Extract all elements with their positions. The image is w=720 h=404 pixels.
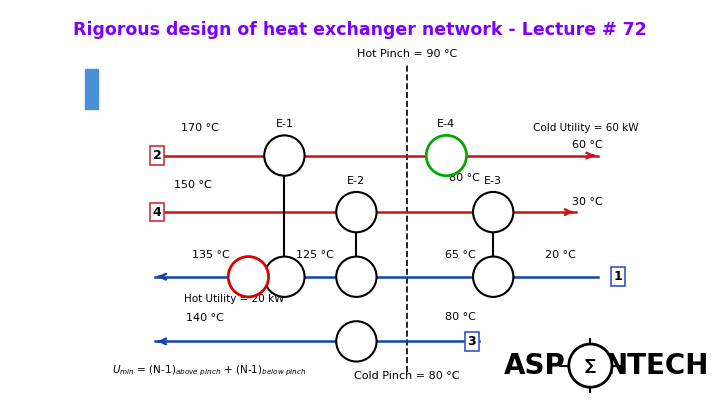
- Text: 3: 3: [467, 335, 476, 348]
- Ellipse shape: [228, 257, 269, 297]
- Text: 135 °C: 135 °C: [192, 250, 230, 259]
- Text: 170 °C: 170 °C: [181, 123, 219, 133]
- Text: 2: 2: [153, 149, 161, 162]
- Text: 140 °C: 140 °C: [186, 314, 224, 323]
- Text: E-4: E-4: [437, 119, 456, 129]
- Ellipse shape: [569, 344, 612, 387]
- Ellipse shape: [336, 321, 377, 362]
- Text: 60 °C: 60 °C: [572, 141, 603, 150]
- Text: Cold Utility = 60 kW: Cold Utility = 60 kW: [533, 123, 639, 133]
- Text: 4: 4: [153, 206, 161, 219]
- Text: ∑: ∑: [585, 358, 596, 373]
- Text: E-1: E-1: [276, 119, 294, 129]
- Ellipse shape: [264, 257, 305, 297]
- Text: 20 °C: 20 °C: [545, 250, 575, 259]
- Ellipse shape: [336, 192, 377, 232]
- Ellipse shape: [426, 135, 467, 176]
- Text: Hot Pinch = 90 °C: Hot Pinch = 90 °C: [356, 48, 457, 59]
- Ellipse shape: [264, 135, 305, 176]
- Text: Rigorous design of heat exchanger network - Lecture # 72: Rigorous design of heat exchanger networ…: [73, 21, 647, 39]
- Text: 80 °C: 80 °C: [449, 173, 480, 183]
- Text: $U_{min}$ = (N-1)$_{above\ pinch}$ + (N-1)$_{below\ pinch}$: $U_{min}$ = (N-1)$_{above\ pinch}$ + (N-…: [112, 363, 306, 378]
- Text: E-2: E-2: [347, 176, 366, 186]
- Bar: [85, 69, 98, 109]
- Ellipse shape: [336, 257, 377, 297]
- Text: 125 °C: 125 °C: [297, 250, 334, 259]
- Text: Hot Utility = 20 kW: Hot Utility = 20 kW: [184, 294, 284, 304]
- Text: 1: 1: [613, 270, 622, 283]
- Ellipse shape: [473, 192, 513, 232]
- Text: NTECH: NTECH: [605, 351, 709, 380]
- Text: Cold Pinch = 80 °C: Cold Pinch = 80 °C: [354, 371, 459, 381]
- Text: 80 °C: 80 °C: [446, 312, 476, 322]
- Text: 65 °C: 65 °C: [446, 250, 476, 259]
- Ellipse shape: [473, 257, 513, 297]
- Text: 30 °C: 30 °C: [572, 197, 603, 207]
- Text: ASP: ASP: [504, 351, 566, 380]
- Text: 150 °C: 150 °C: [174, 180, 212, 189]
- Text: E-3: E-3: [485, 176, 503, 186]
